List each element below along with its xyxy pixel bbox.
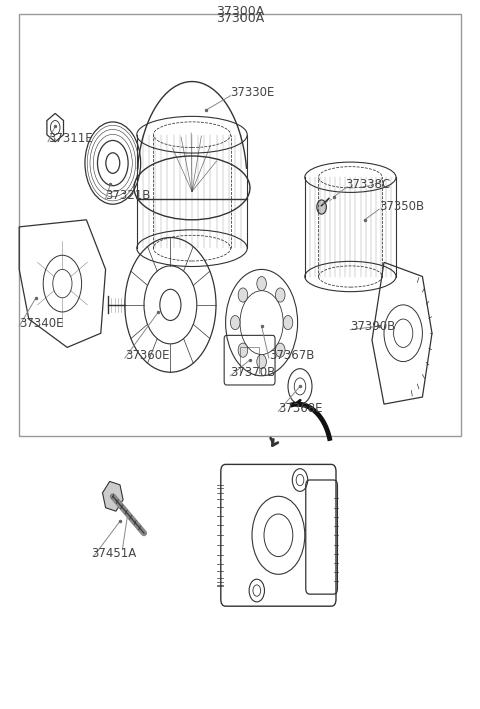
Text: 37370B: 37370B [230, 367, 276, 379]
Circle shape [283, 316, 293, 330]
Circle shape [276, 288, 285, 302]
Text: 37311E: 37311E [48, 133, 93, 145]
Text: 37338C: 37338C [346, 179, 391, 191]
Text: 37300A: 37300A [216, 12, 264, 25]
Text: 37360E: 37360E [125, 349, 169, 362]
Text: 37350B: 37350B [379, 200, 424, 213]
Circle shape [238, 343, 248, 357]
Text: 37451A: 37451A [91, 547, 136, 560]
Circle shape [257, 277, 266, 291]
Text: 37330E: 37330E [230, 86, 275, 99]
Text: 37368E: 37368E [278, 402, 323, 415]
Text: 37367B: 37367B [269, 349, 314, 362]
Text: 37390B: 37390B [350, 320, 396, 333]
Circle shape [276, 343, 285, 357]
Circle shape [257, 354, 266, 369]
Circle shape [230, 316, 240, 330]
Circle shape [317, 200, 326, 214]
Text: 37300A: 37300A [216, 5, 264, 18]
Text: 37321B: 37321B [106, 189, 151, 202]
Circle shape [238, 288, 248, 302]
Bar [19, 14, 461, 436]
Text: 37340E: 37340E [19, 317, 64, 330]
